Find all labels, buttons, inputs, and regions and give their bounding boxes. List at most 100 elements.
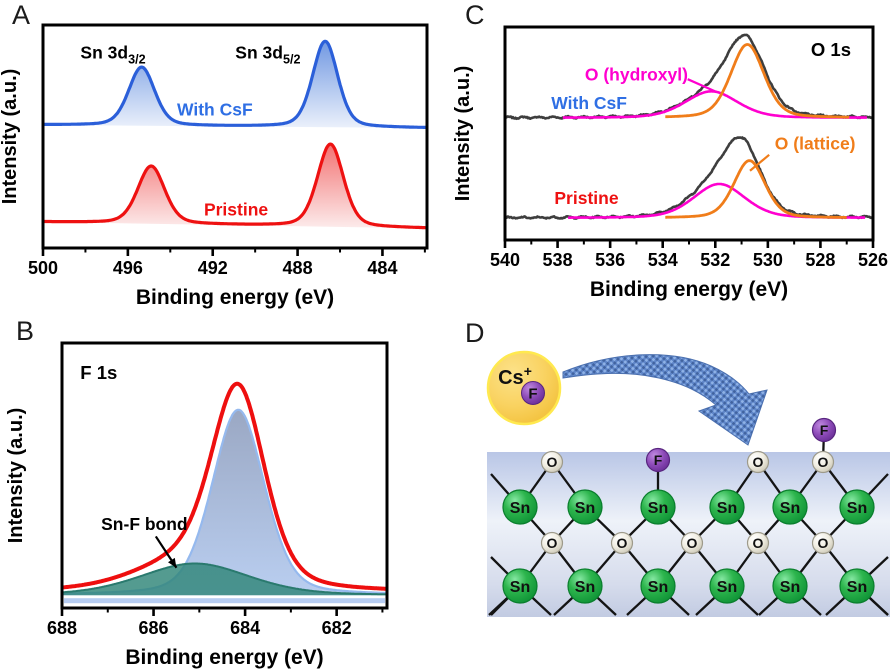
panel-d: D Cs+ F O O O O O O O O F F Sn Sn Sn Sn Sn Sn Sn Sn Sn Sn Sn Sn bbox=[447, 312, 894, 672]
label-o-lattice: O (lattice) bbox=[775, 133, 856, 153]
sn-atom-label: Sn bbox=[717, 500, 737, 517]
x-tick-label: 686 bbox=[139, 618, 169, 638]
o-atom-circle bbox=[540, 450, 564, 474]
series-sn-f-bond-component-curve bbox=[61, 562, 388, 596]
y-axis-title: Intensity (a.u.) bbox=[5, 408, 27, 544]
series-envelope-curve bbox=[60, 381, 389, 591]
snf-arrow-head bbox=[168, 557, 177, 568]
series-pristine-fill bbox=[43, 144, 427, 229]
sn-atom-label: Sn bbox=[780, 579, 800, 596]
o-atom-circle bbox=[811, 531, 835, 555]
o-atom-circle bbox=[811, 450, 835, 474]
sn-atom-label: Sn bbox=[575, 579, 595, 596]
sn-atom-circle bbox=[567, 489, 603, 525]
panel-a: A 500 496 492 488 484 Binding energy (eV) Inte… bbox=[0, 0, 447, 312]
plot-frame bbox=[60, 341, 389, 610]
label-o1s: O 1s bbox=[811, 39, 851, 60]
label-sn3d32: Sn 3d3/2 bbox=[80, 42, 145, 66]
plot-frame bbox=[41, 23, 429, 250]
label-with-csf: With CsF bbox=[177, 99, 253, 119]
sn-atom-circle bbox=[839, 568, 875, 604]
label-o-hydroxyl: O (hydroxyl) bbox=[585, 64, 688, 84]
label-with-csf: With CsF bbox=[551, 93, 627, 113]
sn-atom-circle bbox=[709, 489, 745, 525]
sn-atom-circle bbox=[640, 568, 676, 604]
sn-atom-circle bbox=[772, 568, 808, 604]
f-atom-circle bbox=[645, 447, 671, 473]
lattice-leader bbox=[749, 153, 770, 172]
chart-o1s-xps: 540 538 536 534 532 530 528 526 Binding energy (… bbox=[452, 25, 888, 301]
f-atom-circle bbox=[811, 417, 837, 443]
o-atom-label: O bbox=[753, 454, 764, 470]
y-axis-title: Intensity (a.u.) bbox=[452, 66, 474, 202]
x-tick-label: 532 bbox=[700, 250, 730, 270]
panel-b-label: B bbox=[16, 316, 35, 346]
panel-b: B 688 686 684 682 Binding energy (eV) Intensi… bbox=[0, 312, 447, 672]
x-tick-label: 534 bbox=[648, 250, 678, 270]
sn-atom-label: Sn bbox=[780, 500, 800, 517]
o-atom-circle bbox=[540, 531, 564, 555]
x-tick-label: 528 bbox=[805, 250, 835, 270]
panel-c: C 540 538 536 534 532 530 528 526 Binding energy… bbox=[447, 0, 894, 312]
cs-ion-f-label: F bbox=[528, 386, 537, 403]
y-axis-title: Intensity (a.u.) bbox=[0, 69, 21, 205]
sn-atom-circle bbox=[709, 568, 745, 604]
o-atom-circle bbox=[680, 531, 704, 555]
o-atom-circle bbox=[746, 450, 770, 474]
label-sn3d52: Sn 3d5/2 bbox=[235, 42, 300, 66]
x-tick-label: 682 bbox=[322, 618, 352, 638]
sn-atom-circle bbox=[640, 489, 676, 525]
sn-atom-label: Sn bbox=[847, 579, 867, 596]
sn-atom-circle bbox=[567, 568, 603, 604]
sn-atom-label: Sn bbox=[575, 500, 595, 517]
x-tick-label: 530 bbox=[753, 250, 783, 270]
sn-atom-label: Sn bbox=[847, 500, 867, 517]
o-atom-label: O bbox=[617, 535, 628, 551]
o-atom-label: O bbox=[687, 535, 698, 551]
x-tick-label: 540 bbox=[490, 250, 520, 270]
transfer-arrow bbox=[562, 354, 768, 446]
cs-ion-f-circle bbox=[521, 381, 545, 405]
sn-atom-label: Sn bbox=[510, 579, 530, 596]
sn-atom-circle bbox=[839, 489, 875, 525]
label-f1s: F 1s bbox=[80, 362, 117, 383]
x-axis-title: Binding energy (eV) bbox=[136, 286, 334, 309]
x-tick-label: 684 bbox=[230, 618, 260, 638]
x-tick-label: 496 bbox=[113, 258, 143, 278]
x-axis-title: Binding energy (eV) bbox=[125, 646, 323, 669]
x-tick-label: 492 bbox=[198, 258, 228, 278]
label-pristine: Pristine bbox=[554, 188, 618, 208]
x-axis-title: Binding energy (eV) bbox=[590, 278, 788, 301]
o-atom-label: O bbox=[818, 535, 829, 551]
chart-sn3d-xps: 500 496 492 488 484 Binding energy (eV) Intens… bbox=[0, 23, 429, 309]
o-atom-label: O bbox=[547, 454, 558, 470]
sn-atom-label: Sn bbox=[717, 579, 737, 596]
x-tick-label: 488 bbox=[283, 258, 313, 278]
o-atom-circle bbox=[610, 531, 634, 555]
x-tick-label: 526 bbox=[858, 250, 888, 270]
o-atom-label: O bbox=[753, 535, 764, 551]
f-atom-label: F bbox=[654, 452, 663, 468]
series-f-1s-main-peak-fill bbox=[62, 409, 387, 596]
sn-atom-label: Sn bbox=[510, 500, 530, 517]
sn-atom-circle bbox=[502, 489, 538, 525]
o-atom-label: O bbox=[818, 454, 829, 470]
series-pristine-o-lattice-curve bbox=[664, 159, 848, 219]
cs-ion-label: Cs+ bbox=[498, 363, 532, 389]
panel-c-label: C bbox=[465, 0, 485, 30]
x-tick-label: 500 bbox=[28, 258, 58, 278]
x-tick-label: 688 bbox=[47, 618, 77, 638]
series-sn-f-bond-component-fill bbox=[62, 563, 387, 596]
panel-a-label: A bbox=[12, 0, 31, 30]
sn-atom-label: Sn bbox=[648, 500, 668, 517]
f-atom-label: F bbox=[820, 422, 829, 438]
x-tick-label: 536 bbox=[595, 250, 625, 270]
sn-atom-circle bbox=[772, 489, 808, 525]
series-with-csf-o-lattice-curve bbox=[664, 43, 850, 119]
o-atom-label: O bbox=[547, 535, 558, 551]
x-tick-label: 538 bbox=[543, 250, 573, 270]
chart-f1s-xps: 688 686 684 682 Binding energy (eV) Intensity… bbox=[5, 341, 389, 669]
baseline-band bbox=[64, 598, 385, 604]
x-tick-label: 484 bbox=[367, 258, 397, 278]
